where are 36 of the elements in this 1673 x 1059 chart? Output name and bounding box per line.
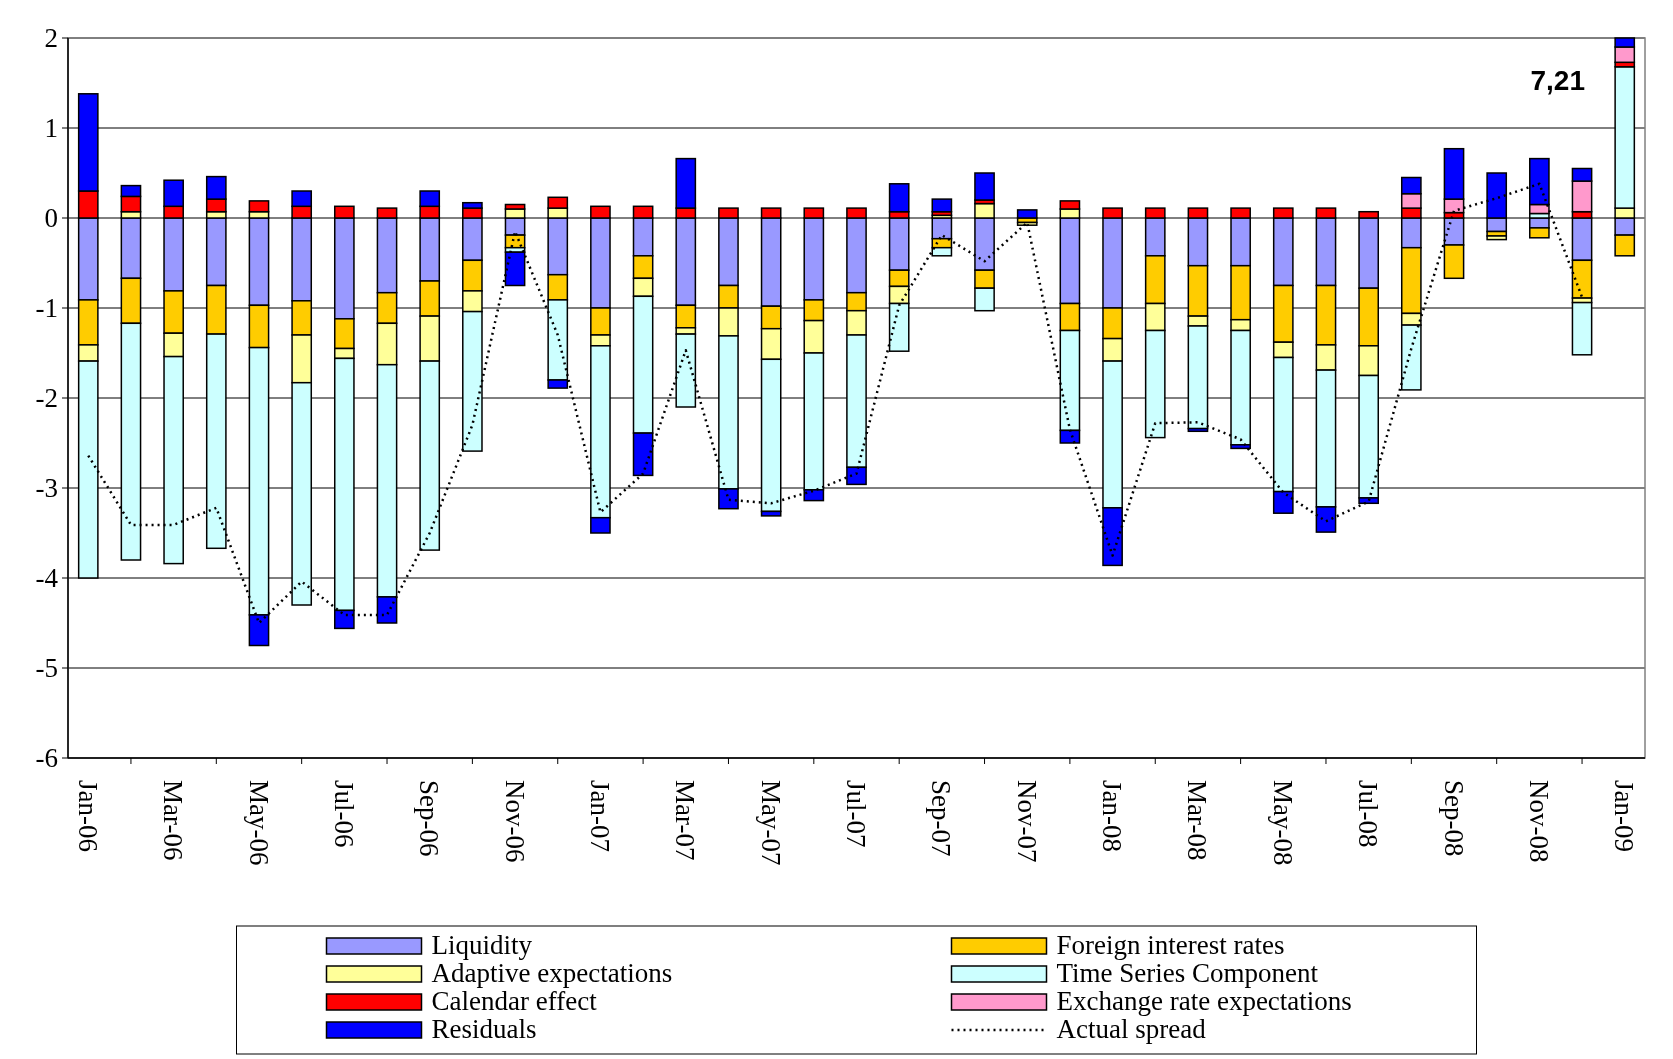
y-tick-label: 2	[44, 23, 58, 54]
bar	[931, 198, 953, 213]
x-tick-label: Mar-08	[1182, 780, 1213, 861]
legend-label: Residuals	[431, 1014, 537, 1044]
x-tick-label: Jul-07	[841, 780, 872, 848]
legend-label: Foreign interest rates	[1056, 930, 1285, 960]
x-tick-label: Jan-06	[72, 780, 103, 852]
bar	[1486, 235, 1508, 241]
x-tick-label: Sep-08	[1438, 780, 1469, 857]
x-tick-label: Mar-07	[670, 780, 701, 861]
x-tick-label: May-06	[243, 780, 274, 866]
x-tick-label: Mar-06	[158, 780, 189, 861]
x-tick-label: May-08	[1267, 780, 1298, 866]
y-tick-label: 0	[44, 203, 58, 234]
y-tick-label: 1	[44, 113, 58, 144]
annotation: 7,21	[1530, 65, 1585, 96]
y-tick-label: -4	[35, 563, 59, 594]
x-tick-label: Jan-07	[584, 780, 615, 852]
y-tick-label: -2	[35, 383, 58, 414]
x-tick-label: Nov-06	[499, 780, 530, 863]
x-tick-label: Sep-06	[414, 780, 445, 857]
x-tick-label: Nov-07	[1011, 780, 1042, 863]
x-tick-label: Sep-07	[926, 780, 957, 857]
y-tick-label: -6	[35, 743, 58, 774]
x-tick-label: May-07	[755, 780, 786, 866]
x-tick-label: Nov-08	[1523, 780, 1554, 863]
y-tick-label: -1	[35, 293, 58, 324]
x-tick-label: Jan-08	[1097, 780, 1128, 852]
y-tick-label: -3	[35, 473, 58, 504]
x-tick-label: Jan-09	[1609, 780, 1640, 852]
bar	[504, 251, 526, 287]
x-tick-label: Jul-06	[328, 780, 359, 848]
x-tick-label: Jul-08	[1353, 780, 1384, 848]
legend-label: Liquidity	[431, 930, 533, 960]
y-tick-label: -5	[35, 653, 58, 684]
bar	[974, 172, 995, 201]
